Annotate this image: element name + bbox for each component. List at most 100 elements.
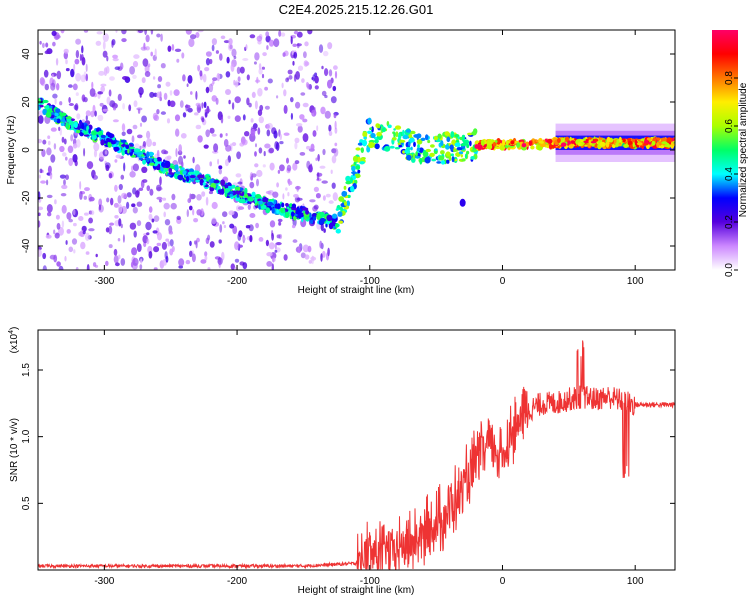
spectrogram-signal-blob [530, 145, 535, 150]
spectrogram-noise-speckle [313, 204, 319, 210]
spectrogram-noise-speckle [186, 83, 189, 87]
spectrogram-noise-speckle [282, 193, 285, 200]
spectrogram-noise-speckle [158, 199, 162, 203]
spectrogram-noise-speckle [72, 208, 76, 216]
spectrogram-signal-blob [262, 196, 268, 203]
spectrogram-signal-blob [220, 179, 226, 186]
spectrogram-signal-blob [360, 147, 364, 154]
spectrogram-noise-speckle [149, 188, 154, 196]
spectrogram-noise-speckle [333, 113, 337, 119]
spectrogram-noise-speckle [287, 192, 290, 197]
spectrogram-noise-speckle [269, 162, 275, 171]
spectrogram-noise-speckle [61, 184, 68, 190]
colorbar-tick-label: 0.4 [724, 167, 735, 181]
spectrogram-noise-speckle [256, 35, 263, 42]
spectrogram-noise-speckle [118, 218, 122, 227]
spectrogram-signal-blob [461, 135, 465, 143]
spectrogram-signal-blob [539, 143, 547, 148]
spectrogram-signal-blob [247, 197, 254, 202]
spectrogram-noise-speckle [258, 237, 264, 242]
spectrogram-signal-blob [312, 216, 317, 221]
spectrogram-noise-speckle [49, 171, 53, 180]
spectrogram-signal-blob [557, 138, 561, 144]
spectrogram-noise-speckle [332, 192, 338, 202]
spectrogram-signal-blob [486, 138, 493, 146]
spectrogram-noise-speckle [202, 73, 207, 83]
spectrogram-noise-speckle [167, 45, 172, 52]
spectrogram-signal-blob [224, 188, 231, 194]
spectrogram-noise-speckle [78, 216, 84, 221]
spectrogram-signal-blob [110, 141, 116, 145]
spectrogram-noise-speckle [79, 181, 82, 190]
spectrogram-noise-speckle [322, 50, 329, 57]
spectrogram-signal-blob [430, 144, 435, 148]
spectrogram-noise-speckle [301, 78, 305, 83]
figure-title: C2E4.2025.215.12.26.G01 [279, 2, 434, 17]
spectrogram-noise-speckle [74, 58, 80, 65]
spectrogram-noise-speckle [47, 135, 51, 139]
spectrogram-noise-speckle [211, 201, 218, 210]
spectrogram-signal-blob [418, 147, 424, 153]
spectrogram-noise-speckle [139, 122, 143, 127]
spectrogram-signal-blob [583, 144, 588, 147]
spectrogram-noise-speckle [165, 238, 170, 242]
spectrogram-signal-blob [309, 219, 314, 224]
spectrogram-noise-speckle [191, 253, 196, 263]
spectrogram-noise-speckle [228, 99, 231, 105]
spectrogram-signal-blob [355, 165, 361, 170]
spectrogram-signal-blob [354, 179, 358, 184]
spectrogram-signal-blob [131, 148, 135, 153]
spectrogram-y-tick-label: 20 [21, 96, 32, 108]
spectrogram-noise-speckle [279, 141, 284, 145]
spectrogram-noise-speckle [106, 96, 111, 105]
spectrogram-noise-speckle [258, 116, 264, 124]
spectrogram-noise-speckle [233, 79, 236, 86]
spectrogram-noise-speckle [131, 247, 138, 256]
spectrogram-signal-blob [179, 165, 182, 169]
spectrogram-noise-speckle [183, 155, 186, 159]
spectrogram-noise-speckle [213, 143, 219, 153]
spectrogram-noise-speckle [129, 222, 137, 230]
spectrogram-signal-blob [239, 198, 246, 204]
spectrogram-signal-blob [394, 147, 400, 150]
spectrogram-noise-speckle [99, 102, 104, 107]
spectrogram-signal-blob [395, 131, 399, 138]
snr-frame [37, 329, 676, 571]
spectrogram-noise-speckle [163, 202, 170, 210]
spectrogram-noise-speckle [68, 97, 71, 103]
spectrogram-noise-speckle [216, 73, 221, 82]
spectrogram-signal-blob [376, 131, 382, 137]
spectrogram-signal-blob [381, 127, 386, 132]
spectrogram-noise-speckle [211, 133, 217, 137]
spectrogram-signal-blob [351, 165, 356, 172]
spectrogram-signal-blob [335, 228, 341, 234]
spectrogram-noise-speckle [228, 210, 235, 216]
spectrogram-noise-speckle [264, 105, 270, 110]
spectrogram-noise-speckle [174, 48, 182, 52]
spectrogram-noise-speckle [242, 262, 248, 270]
snr-y-multiplier: (x104) [8, 327, 20, 354]
colorbar-tick-label: 0.0 [724, 263, 735, 277]
spectrogram-noise-speckle [275, 242, 282, 246]
spectrogram-noise-speckle [82, 230, 86, 235]
spectrogram-signal-blob [202, 182, 206, 186]
spectrogram-noise-speckle [205, 58, 211, 66]
spectrogram-noise-speckle [84, 232, 90, 241]
spectrogram-signal-blob [224, 192, 228, 198]
spectrogram-noise-speckle [194, 240, 197, 245]
spectrogram-signal-blob [60, 112, 67, 117]
spectrogram-signal-blob [425, 148, 431, 153]
spectrogram-noise-speckle [220, 35, 226, 40]
spectrogram-signal-blob [69, 121, 74, 124]
spectrogram-noise-speckle [205, 51, 212, 57]
spectrogram-signal-blob [141, 154, 145, 157]
spectrogram-noise-speckle [148, 213, 153, 221]
spectrogram-signal-blob [666, 137, 673, 143]
spectrogram-signal-blob [420, 137, 426, 141]
spectrogram-noise-speckle [88, 196, 95, 202]
spectrogram-noise-speckle [83, 147, 86, 157]
spectrogram-noise-speckle [268, 147, 275, 154]
spectrogram-signal-blob [456, 147, 463, 151]
spectrogram-noise-speckle [108, 89, 112, 97]
spectrogram-noise-speckle [169, 100, 176, 108]
